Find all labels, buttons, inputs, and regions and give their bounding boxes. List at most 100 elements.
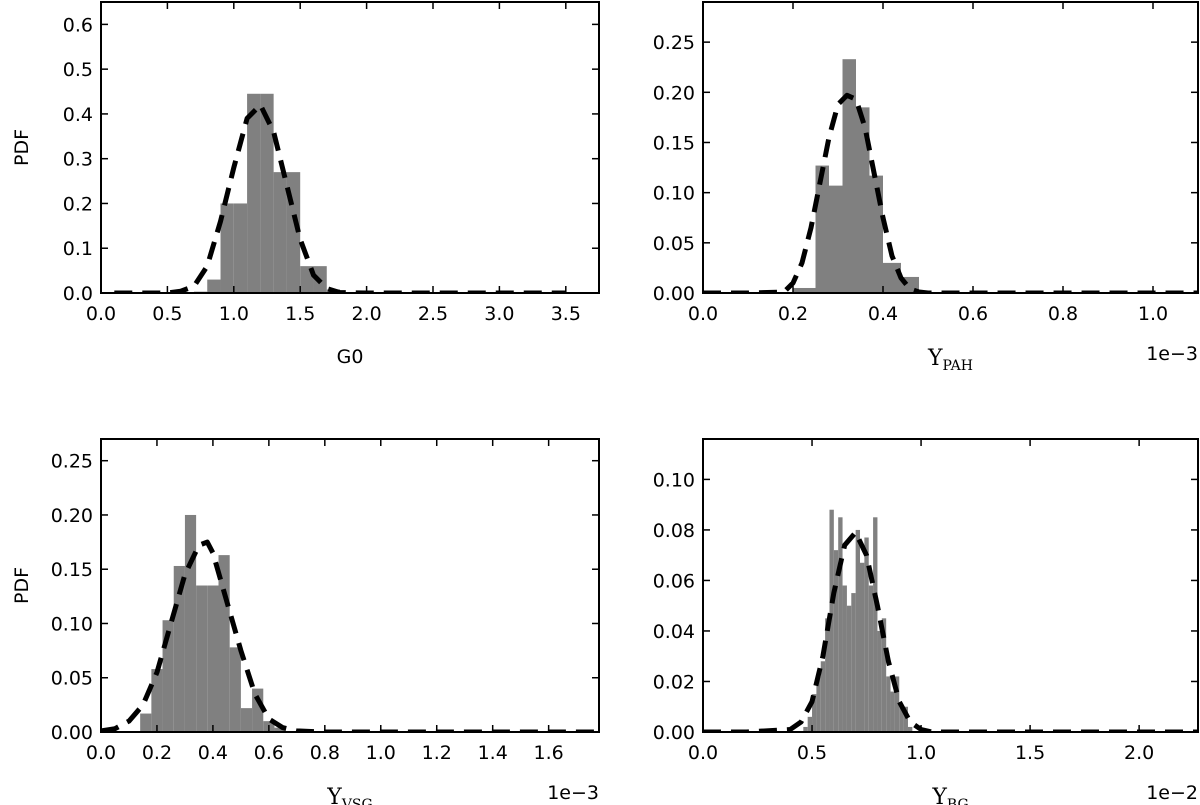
y-tick-label: 0.4 [63,104,93,126]
y-tick-label: 0.25 [653,32,695,54]
x-tick-label: 0.5 [152,303,182,325]
y-tick-label: 0.05 [653,233,695,255]
x-tick-label: 0.0 [688,742,718,764]
x-axis-label-subscript: PAH [943,358,973,374]
histogram-bar [274,727,286,732]
histogram-bar [881,618,887,732]
histogram-bar [252,688,264,732]
histogram-bar [883,262,901,293]
histogram-bar [240,708,253,732]
histogram-bar [815,165,829,293]
x-tick-label: 0.0 [86,303,116,325]
subplot-1: 0.0 0.5 1.0 1.5 2.0 2.5 3.0 3.5 0.0 0.1 0.2 0.3 0.4 0… [11,1,600,368]
y-tick-label: 0.00 [51,722,93,744]
histogram-bar [207,585,219,732]
y-tick-label: 0.0 [63,283,93,305]
histogram-bar [868,585,874,732]
x-offset-label: 1e−3 [1146,343,1198,365]
x-offset-label: 1e−2 [1146,782,1198,804]
x-axis-label: YPAH [927,346,973,374]
x-tick-label: 1.6 [534,742,564,764]
x-tick-label: 0.6 [254,742,284,764]
x-tick-label: 1.4 [478,742,508,764]
y-tick-label: 0.2 [63,193,93,215]
subplot-3: 0.0 0.2 0.4 0.6 0.8 1.0 1.2 1.4 1.6 0.00 0.05 0.10 0… [11,438,600,805]
x-tick-label: 0.4 [868,303,898,325]
x-tick-label: 0.6 [958,303,988,325]
histogram-bar [899,706,904,732]
x-tick-label: 1.0 [1138,303,1168,325]
histogram-bar [903,706,908,732]
histogram-bar [873,517,878,732]
y-tick-label: 0.10 [653,183,695,205]
y-tick-label: 0.00 [653,283,695,305]
axes-frame [702,1,1199,294]
histogram-bar [842,585,847,732]
y-axis-label: PDF [11,567,33,604]
subplot-2: 0.0 0.2 0.4 0.6 0.8 1.0 0.00 0.05 0.10 0.15 0.20 0.… [653,1,1199,374]
histogram-bar [140,713,152,732]
x-tick-label: 1.0 [366,742,396,764]
y-tick-label: 0.02 [653,671,695,693]
histogram-bar [829,509,834,732]
x-tick-label: 1.0 [906,742,936,764]
y-tick-label: 0.05 [51,668,93,690]
histogram-bar [173,565,185,732]
histogram-bars [793,59,919,293]
x-tick-label: 2.5 [418,303,448,325]
fit-curve [703,530,1198,732]
x-axis-label-subscript: BG [947,797,969,805]
histogram-bar [229,647,241,732]
histogram-bar [860,562,865,732]
x-tick-label: 0.2 [778,303,808,325]
histogram-bar [273,172,287,293]
y-tick-label: 0.00 [653,722,695,744]
y-tick-label: 0.08 [653,520,695,542]
histogram-bar [816,676,821,732]
axes-frame [100,1,600,294]
x-tick-label: 0.0 [688,303,718,325]
x-tick-label: 0.8 [1048,303,1078,325]
histogram-bar [886,676,891,732]
histogram-bar [825,618,830,732]
fit-curve [703,92,1198,293]
axes-frame [702,438,1199,733]
histogram-bar [842,59,856,293]
histogram-bar [162,620,174,732]
histogram-bar [851,593,856,732]
x-tick-label: 1.0 [219,303,249,325]
y-tick-label: 0.15 [51,559,93,581]
histogram-bar [890,691,895,732]
histogram-bar [247,93,261,293]
x-tick-label: 1.2 [422,742,452,764]
x-tick-label: 2.0 [1124,742,1154,764]
subplot-4: 0.0 0.5 1.0 1.5 2.0 0.00 0.02 0.04 0.06 0.08 0.10 Y… [653,438,1199,805]
histogram-bar [838,517,843,732]
y-tick-label: 0.04 [653,621,695,643]
x-tick-label: 1.5 [285,303,315,325]
histogram-bar [151,669,163,732]
x-tick-label: 0.8 [310,742,340,764]
y-tick-label: 0.20 [51,505,93,527]
histogram-bar [196,585,208,732]
x-tick-label: 3.0 [484,303,514,325]
y-tick-label: 0.20 [653,82,695,104]
histogram-bar [856,107,870,293]
histogram-bar [877,630,882,732]
histogram-bar [220,203,234,293]
y-tick-label: 0.25 [51,451,93,473]
fit-curve [101,539,599,732]
y-axis-label: PDF [11,129,33,166]
x-offset-label: 1e−3 [547,782,599,804]
histogram-bar [260,93,274,293]
x-tick-label: 0.0 [86,742,116,764]
histogram-bars [803,509,913,732]
fit-curve [114,102,566,293]
histogram-bar [807,716,813,732]
x-axis-label: YBG [931,785,968,805]
histogram-bar [233,203,248,293]
x-axis-label-subscript: VSG [341,797,373,805]
histogram-bar [820,661,826,732]
histogram-bar [833,550,839,732]
